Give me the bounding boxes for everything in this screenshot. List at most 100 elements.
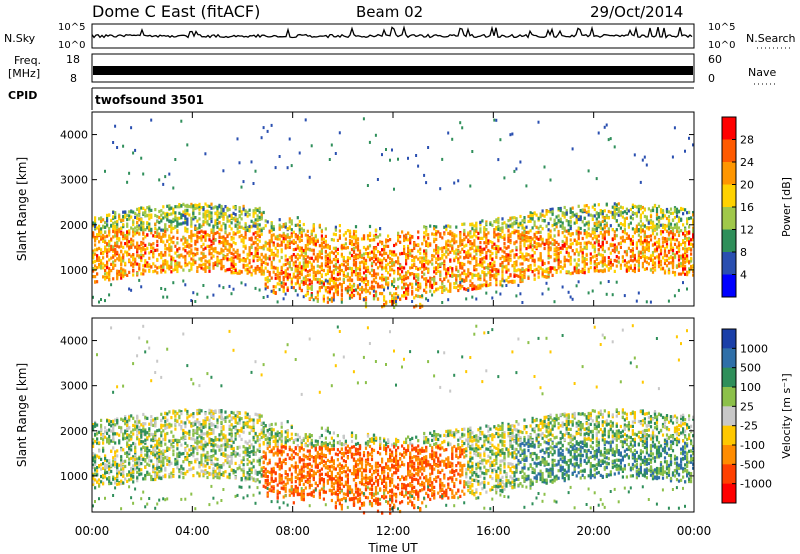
- heatmap-cell: [246, 269, 249, 273]
- heatmap-cell: [383, 288, 385, 292]
- heatmap-cell: [525, 239, 528, 243]
- heatmap-cell: [308, 286, 311, 290]
- heatmap-cell: [92, 224, 95, 228]
- heatmap-cell: [565, 236, 568, 240]
- heatmap-cell: [358, 253, 362, 257]
- heatmap-cell: [234, 232, 237, 236]
- heatmap-cell: [647, 262, 650, 266]
- heatmap-cell: [94, 252, 97, 256]
- heatmap-cell: [655, 240, 659, 244]
- heatmap-cell: [140, 246, 143, 250]
- heatmap-cell: [112, 215, 115, 219]
- heatmap-cell: [340, 252, 343, 256]
- heatmap-cell: [128, 245, 131, 249]
- heatmap-cell: [128, 217, 131, 221]
- heatmap-cell: [312, 227, 315, 232]
- heatmap-cell: [457, 179, 460, 183]
- heatmap-cell: [270, 123, 273, 127]
- heatmap-cell: [639, 251, 642, 255]
- heatmap-cell: [671, 266, 675, 270]
- heatmap-cell: [533, 235, 536, 239]
- heatmap-cell: [182, 202, 185, 206]
- heatmap-cell: [467, 274, 470, 278]
- heatmap-cell: [597, 269, 600, 273]
- heatmap-cell: [639, 180, 642, 184]
- heatmap-cell: [284, 243, 287, 247]
- heatmap-cell: [238, 230, 241, 234]
- heatmap-cell: [391, 297, 394, 301]
- heatmap-cell: [631, 211, 634, 215]
- heatmap-cell: [118, 230, 121, 234]
- heatmap-cell: [356, 272, 360, 276]
- heatmap-cell: [280, 225, 283, 229]
- heatmap-cell: [288, 256, 291, 260]
- heatmap-cell: [633, 231, 636, 235]
- heatmap-cell: [118, 238, 121, 242]
- heatmap-cell: [409, 252, 412, 256]
- heatmap-cell: [190, 216, 193, 220]
- heatmap-cell: [569, 295, 572, 299]
- heatmap-cell: [334, 265, 337, 269]
- heatmap-cell: [565, 247, 568, 251]
- heatmap-cell: [643, 239, 646, 243]
- heatmap-cell: [519, 268, 522, 272]
- heatmap-cell: [549, 229, 552, 233]
- heatmap-cell: [276, 273, 279, 277]
- heatmap-cell: [298, 239, 301, 243]
- heatmap-cell: [613, 210, 616, 214]
- heatmap-cell: [106, 266, 109, 270]
- heatmap-cell: [501, 264, 504, 268]
- heatmap-cell: [294, 223, 297, 227]
- heatmap-cell: [491, 267, 494, 271]
- heatmap-cell: [461, 247, 464, 251]
- heatmap-cell: [379, 233, 382, 237]
- heatmap-cell: [523, 255, 526, 259]
- heatmap-cell: [358, 268, 362, 272]
- heatmap-cell: [300, 266, 303, 270]
- heatmap-cell: [641, 245, 644, 249]
- heatmap-cell: [106, 234, 109, 238]
- heatmap-cell: [491, 262, 494, 266]
- heatmap-cell: [362, 256, 366, 260]
- heatmap-cell: [655, 207, 659, 211]
- heatmap-cell: [212, 228, 215, 232]
- heatmap-cell: [403, 251, 406, 255]
- heatmap-cell: [128, 240, 131, 244]
- heatmap-cell: [513, 216, 516, 220]
- heatmap-cell: [507, 224, 510, 228]
- heatmap-cell: [533, 212, 536, 216]
- heatmap-cell: [100, 266, 103, 270]
- heatmap-cell: [348, 266, 352, 271]
- heatmap-cell: [527, 258, 530, 262]
- heatmap-cell: [457, 274, 460, 278]
- heatmap-cell: [252, 256, 255, 260]
- heatmap-cell: [192, 252, 195, 256]
- heatmap-cell: [531, 226, 534, 230]
- heatmap-cell: [501, 249, 504, 253]
- heatmap-cell: [210, 246, 213, 251]
- heatmap-cell: [641, 265, 644, 269]
- heatmap-cell: [667, 256, 671, 260]
- heatmap-cell: [210, 252, 213, 256]
- heatmap-cell: [340, 288, 343, 292]
- heatmap-cell: [529, 211, 532, 215]
- heatmap-cell: [282, 278, 285, 282]
- heatmap-cell: [587, 223, 590, 227]
- heatmap-cell: [453, 282, 456, 286]
- heatmap-cell: [354, 265, 358, 269]
- heatmap-cell: [429, 224, 432, 228]
- heatmap-cell: [216, 218, 219, 222]
- heatmap-cell: [94, 237, 97, 241]
- heatmap-cell: [631, 217, 634, 221]
- heatmap-cell: [112, 260, 115, 264]
- heatmap-cell: [144, 269, 147, 273]
- heatmap-cell: [511, 132, 514, 136]
- heatmap-cell: [176, 265, 179, 269]
- heatmap-cell: [423, 263, 426, 267]
- heatmap-cell: [529, 240, 532, 244]
- heatmap-cell: [130, 288, 133, 292]
- heatmap-cell: [395, 287, 398, 291]
- heatmap-cell: [657, 265, 661, 269]
- heatmap-cell: [126, 273, 129, 277]
- heatmap-cell: [202, 242, 205, 246]
